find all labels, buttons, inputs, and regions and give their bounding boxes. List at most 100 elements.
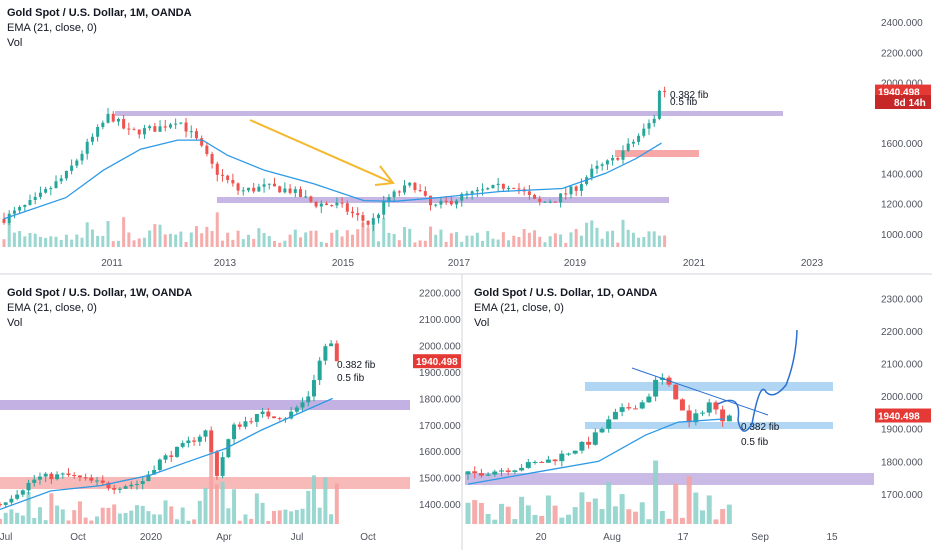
candle-body — [512, 470, 517, 472]
volume-bar — [335, 230, 338, 247]
volume-bar — [658, 236, 661, 247]
candle-body — [320, 204, 323, 207]
volume-bar — [294, 230, 297, 247]
volume-bar — [231, 240, 234, 247]
candle-body — [479, 473, 484, 476]
volume-bar — [72, 510, 76, 524]
volume-bar — [23, 236, 26, 247]
monthly-ema-legend: EMA (21, close, 0) — [7, 21, 192, 36]
candle-body — [546, 460, 551, 463]
x-tick-label: Oct — [70, 532, 86, 543]
volume-bar — [304, 232, 307, 247]
candle-body — [600, 429, 605, 432]
volume-bar — [471, 236, 474, 247]
candle-body — [179, 123, 182, 124]
candle-body — [211, 154, 214, 164]
y-tick-label: 1500.000 — [419, 474, 461, 485]
volume-bar — [512, 236, 515, 247]
volume-bar — [124, 513, 128, 524]
candle-body — [700, 413, 705, 414]
volume-bar — [600, 509, 605, 524]
volume-bar — [0, 519, 2, 524]
candle-body — [653, 380, 658, 397]
candle-body — [429, 196, 432, 205]
candle-body — [472, 471, 477, 473]
y-tick-label: 1400.000 — [419, 500, 461, 511]
candle-body — [252, 188, 255, 192]
candle-body — [266, 412, 270, 417]
volume-bar — [96, 236, 99, 247]
candle-body — [242, 190, 245, 191]
candle-body — [129, 485, 133, 487]
volume-bar — [646, 519, 651, 524]
candle-body — [18, 207, 21, 211]
candle-body — [642, 129, 645, 136]
x-tick-label: 2015 — [332, 258, 355, 269]
volume-bar — [491, 239, 494, 247]
candle-body — [112, 114, 115, 122]
volume-bar — [660, 511, 665, 524]
candle-body — [96, 127, 99, 137]
volume-bar — [533, 230, 536, 247]
candle-body — [289, 189, 292, 193]
candle-body — [81, 154, 84, 161]
candle-body — [606, 419, 611, 428]
candle-body — [372, 218, 375, 225]
volume-bar — [55, 237, 58, 247]
resistance-zone — [0, 400, 410, 410]
volume-bar — [301, 509, 305, 524]
candle-body — [124, 486, 128, 488]
candle-body — [476, 190, 479, 191]
volume-bar — [315, 231, 318, 247]
x-tick-label: 2019 — [564, 258, 587, 269]
volume-bar — [330, 233, 333, 247]
candle-body — [0, 504, 2, 505]
volume-bar — [70, 240, 73, 247]
volume-bar — [585, 223, 588, 247]
volume-bar — [497, 240, 500, 247]
candle-body — [169, 124, 172, 127]
candle-body — [382, 201, 385, 215]
volume-bar — [445, 242, 448, 247]
daily-legend[interactable]: Gold Spot / U.S. Dollar, 1D, OANDA EMA (… — [474, 286, 657, 331]
volume-bar — [273, 241, 276, 247]
volume-bar — [320, 242, 323, 247]
volume-bar — [174, 235, 177, 247]
candle-body — [86, 142, 89, 154]
candle-body — [566, 454, 571, 455]
candle-body — [549, 202, 552, 203]
candle-body — [221, 457, 225, 476]
volume-bar — [727, 505, 732, 524]
weekly-legend[interactable]: Gold Spot / U.S. Dollar, 1W, OANDA EMA (… — [7, 286, 192, 331]
candle-body — [646, 397, 651, 403]
volume-bar — [499, 504, 504, 524]
countdown-label: 8d 14h — [894, 98, 926, 109]
candle-body — [34, 197, 37, 200]
volume-bar — [707, 495, 712, 524]
monthly-legend[interactable]: Gold Spot / U.S. Dollar, 1M, OANDA EMA (… — [7, 6, 192, 51]
fib-5-label: 0.5 fib — [670, 97, 698, 108]
candle-body — [175, 447, 179, 457]
volume-bar — [549, 236, 552, 247]
candle-body — [640, 402, 645, 408]
volume-bar — [700, 510, 705, 524]
candle-body — [637, 136, 640, 142]
candle-body — [190, 131, 193, 132]
candle-body — [49, 474, 53, 479]
volume-bar — [152, 514, 156, 524]
candle-body — [95, 481, 99, 482]
x-tick-label: Sep — [751, 532, 769, 543]
volume-bar — [34, 234, 37, 247]
candle-body — [491, 185, 494, 188]
y-tick-label: 2000.000 — [881, 392, 923, 403]
y-tick-label: 1700.000 — [881, 490, 923, 501]
candle-body — [181, 443, 185, 447]
volume-bar — [341, 236, 344, 247]
candle-body — [75, 161, 78, 166]
volume-bar — [243, 514, 247, 524]
demand-zone — [0, 477, 410, 489]
y-tick-label: 2000.000 — [419, 341, 461, 352]
candle-body — [553, 460, 558, 462]
